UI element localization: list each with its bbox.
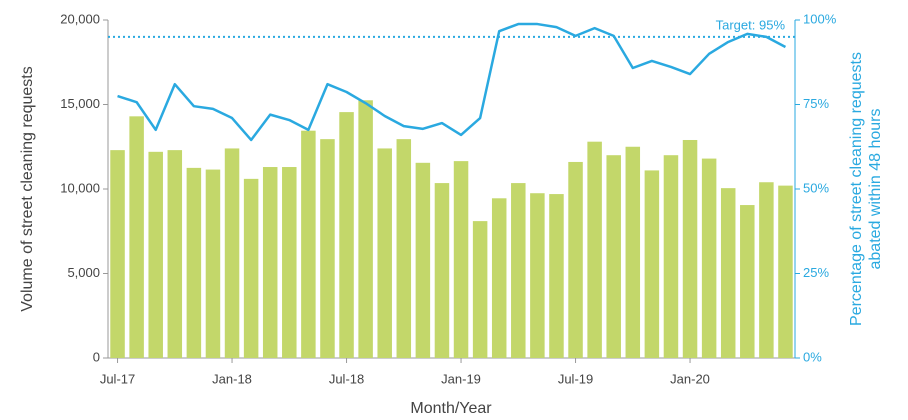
bar — [415, 162, 431, 358]
bar — [243, 178, 259, 358]
bar — [167, 150, 183, 358]
bar — [663, 155, 679, 358]
bar — [339, 112, 354, 358]
bar — [549, 194, 564, 358]
bar — [701, 158, 717, 358]
line — [117, 22, 787, 142]
x-tick-label: Jan-20 — [670, 371, 710, 386]
bar — [320, 139, 335, 358]
y-tick-label: 0 — [93, 349, 100, 364]
x-tick-label: Jul-19 — [558, 371, 593, 386]
bar — [186, 167, 202, 358]
x-tick-label: Jul-18 — [329, 371, 364, 386]
bar — [472, 221, 488, 358]
y-tick-label: 15,000 — [60, 96, 100, 111]
bar — [568, 161, 583, 358]
y2-tick-label: 75% — [803, 96, 829, 111]
bar — [224, 148, 240, 358]
y2-tick-label: 100% — [803, 11, 837, 26]
bar — [148, 151, 163, 358]
x-tick-label: Jan-18 — [212, 371, 252, 386]
bar — [625, 146, 641, 358]
bar — [740, 205, 755, 358]
bar — [110, 150, 125, 358]
bar — [759, 182, 774, 358]
bar — [453, 161, 469, 358]
bar — [377, 148, 392, 358]
y-axis-title: Volume of street cleaning requests — [19, 66, 36, 311]
bar — [396, 139, 412, 358]
bar — [530, 193, 545, 358]
bar — [606, 155, 621, 358]
bar — [282, 167, 297, 358]
x-tick-label: Jul-17 — [100, 371, 135, 386]
bar — [262, 167, 278, 358]
y2-tick-label: 0% — [803, 349, 822, 364]
y2-axis-title: abated within 48 hours — [867, 109, 884, 270]
bar — [778, 185, 793, 358]
bar — [644, 170, 660, 358]
target-label: Target: 95% — [716, 17, 786, 32]
bar — [129, 116, 144, 358]
bar — [301, 130, 316, 358]
bar — [491, 198, 507, 358]
y-tick-label: 10,000 — [60, 180, 100, 195]
bar — [434, 183, 450, 358]
y2-axis-title: Percentage of street cleaning requests — [848, 52, 865, 326]
x-tick-label: Jan-19 — [441, 371, 481, 386]
bar — [587, 141, 602, 358]
y-tick-label: 20,000 — [60, 11, 100, 26]
y2-tick-label: 50% — [803, 180, 829, 195]
x-axis-title: Month/Year — [410, 400, 492, 417]
bar — [358, 100, 373, 359]
y-tick-label: 5,000 — [67, 265, 100, 280]
bar — [720, 188, 736, 358]
bar — [205, 169, 221, 358]
bar — [511, 183, 526, 358]
y2-tick-label: 25% — [803, 265, 829, 280]
bar — [682, 139, 698, 358]
